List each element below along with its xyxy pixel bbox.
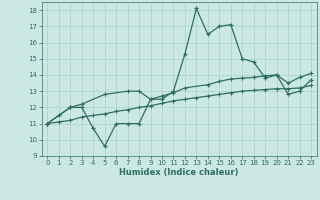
X-axis label: Humidex (Indice chaleur): Humidex (Indice chaleur) — [119, 168, 239, 177]
